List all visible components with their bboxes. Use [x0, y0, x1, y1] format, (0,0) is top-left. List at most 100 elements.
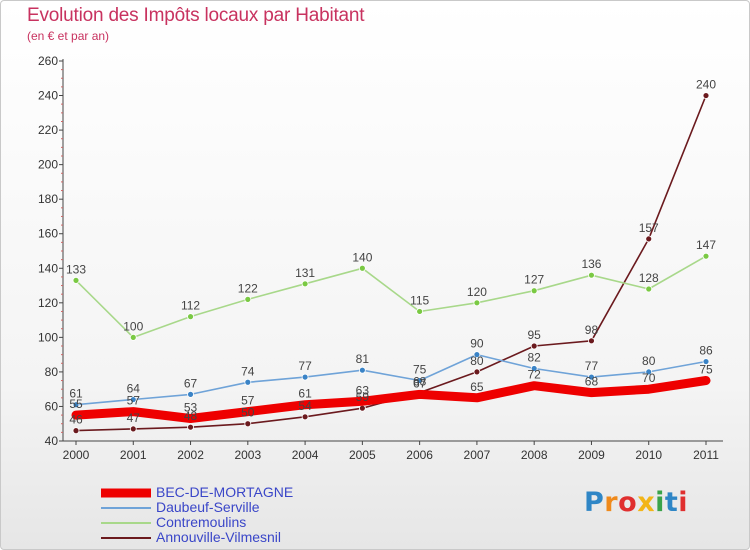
legend-label: BEC-DE-MORTAGNE — [156, 484, 294, 500]
data-label-contremoulins: 128 — [639, 271, 659, 285]
x-tick-label: 2001 — [120, 448, 147, 462]
data-point-annouville-vilmesnil — [244, 420, 252, 428]
y-tick-label: 200 — [38, 158, 58, 172]
legend-label: Annouville-Vilmesnil — [156, 529, 282, 545]
data-label-daubeuf-serville: 64 — [127, 382, 141, 396]
data-label-bec-de-mortagne: 70 — [642, 371, 656, 385]
data-point-daubeuf-serville — [301, 373, 309, 381]
y-tick-label: 60 — [45, 399, 59, 413]
data-label-contremoulins: 100 — [123, 319, 143, 333]
series-line-bec-de-mortagne — [71, 376, 711, 423]
data-label-daubeuf-serville: 80 — [642, 354, 656, 368]
x-tick-label: 2010 — [635, 448, 662, 462]
data-label-annouville-vilmesnil: 50 — [241, 406, 255, 420]
y-tick-label: 260 — [38, 54, 58, 68]
data-label-daubeuf-serville: 86 — [699, 344, 713, 358]
data-label-contremoulins: 133 — [66, 262, 86, 276]
data-label-contremoulins: 147 — [696, 238, 716, 252]
data-point-bec-de-mortagne — [473, 393, 481, 402]
x-tick-label: 2008 — [521, 448, 548, 462]
series-contremoulins — [72, 252, 710, 341]
data-label-contremoulins: 140 — [352, 250, 372, 264]
legend-swatch — [101, 488, 151, 497]
y-tick-label: 120 — [38, 296, 58, 310]
data-point-annouville-vilmesnil — [702, 92, 710, 99]
y-tick-label: 240 — [38, 89, 58, 103]
legend-swatch — [101, 506, 151, 509]
data-label-daubeuf-serville: 74 — [241, 364, 255, 378]
data-point-bec-de-mortagne — [644, 385, 653, 394]
series-annouville-vilmesnil — [72, 92, 710, 435]
y-tick-label: 160 — [38, 227, 58, 241]
data-point-contremoulins — [187, 313, 194, 321]
data-point-bec-de-mortagne — [358, 397, 367, 406]
x-tick-label: 2004 — [292, 448, 319, 462]
data-label-annouville-vilmesnil: 59 — [356, 390, 370, 404]
data-label-contremoulins: 122 — [238, 281, 258, 295]
chart-title: Evolution des Impôts locaux par Habitant — [27, 5, 365, 26]
data-point-bec-de-mortagne — [301, 400, 309, 409]
data-point-bec-de-mortagne — [702, 376, 710, 385]
x-tick-label: 2000 — [63, 448, 90, 462]
y-tick-label: 40 — [45, 434, 59, 448]
data-label-annouville-vilmesnil: 240 — [696, 78, 716, 92]
y-tick-label: 100 — [38, 330, 58, 344]
data-point-daubeuf-serville — [129, 396, 137, 403]
x-tick-label: 2005 — [349, 448, 376, 462]
data-label-annouville-vilmesnil: 157 — [639, 221, 659, 235]
data-point-bec-de-mortagne — [129, 407, 138, 416]
data-point-annouville-vilmesnil — [72, 427, 80, 435]
legend-swatch — [101, 521, 151, 524]
data-point-contremoulins — [301, 280, 309, 288]
data-point-bec-de-mortagne — [72, 411, 80, 419]
data-label-contremoulins: 115 — [410, 293, 429, 307]
data-point-annouville-vilmesnil — [530, 342, 538, 350]
data-label-daubeuf-serville: 81 — [356, 352, 370, 366]
data-point-daubeuf-serville — [702, 358, 710, 365]
data-point-contremoulins — [244, 295, 252, 303]
x-tick-label: 2003 — [234, 448, 261, 462]
data-point-daubeuf-serville — [244, 378, 252, 386]
series-daubeuf-serville — [72, 351, 710, 409]
data-point-bec-de-mortagne — [243, 407, 252, 416]
data-label-bec-de-mortagne: 75 — [699, 363, 713, 377]
data-point-daubeuf-serville — [187, 390, 194, 398]
data-point-bec-de-mortagne — [587, 388, 596, 397]
data-label-daubeuf-serville: 61 — [69, 387, 83, 401]
data-label-daubeuf-serville: 82 — [528, 350, 542, 364]
data-label-daubeuf-serville: 77 — [585, 359, 599, 373]
data-label-annouville-vilmesnil: 48 — [184, 409, 198, 423]
data-point-contremoulins — [530, 287, 538, 295]
series-line-annouville-vilmesnil — [75, 94, 707, 432]
data-point-bec-de-mortagne — [415, 390, 424, 399]
y-tick-label: 80 — [45, 365, 59, 379]
data-point-annouville-vilmesnil — [588, 337, 595, 345]
data-label-bec-de-mortagne: 57 — [127, 394, 141, 408]
data-point-annouville-vilmesnil — [358, 404, 366, 412]
legend-label: Daubeuf-Serville — [156, 499, 260, 515]
data-label-bec-de-mortagne: 61 — [298, 387, 312, 401]
data-point-daubeuf-serville — [645, 368, 653, 376]
series-line-contremoulins — [75, 255, 707, 339]
data-point-daubeuf-serville — [530, 365, 538, 372]
x-tick-label: 2011 — [693, 448, 719, 462]
x-tick-label: 2006 — [406, 448, 433, 462]
data-point-bec-de-mortagne — [186, 414, 195, 423]
data-point-bec-de-mortagne — [530, 381, 539, 390]
data-point-daubeuf-serville — [416, 377, 424, 384]
y-tick-label: 220 — [38, 123, 58, 137]
data-label-bec-de-mortagne: 72 — [528, 368, 542, 382]
data-point-contremoulins — [416, 308, 424, 315]
data-label-bec-de-mortagne: 55 — [69, 397, 83, 411]
data-label-bec-de-mortagne: 53 — [184, 401, 198, 415]
legend-label: Contremoulins — [156, 514, 247, 530]
data-label-contremoulins: 127 — [524, 273, 544, 287]
y-tick-label: 140 — [38, 261, 58, 275]
data-point-daubeuf-serville — [473, 351, 481, 359]
data-point-contremoulins — [645, 285, 653, 293]
data-label-annouville-vilmesnil: 54 — [298, 399, 312, 413]
data-label-contremoulins: 131 — [295, 266, 315, 280]
data-point-annouville-vilmesnil — [187, 423, 194, 431]
x-tick-label: 2007 — [464, 448, 491, 462]
